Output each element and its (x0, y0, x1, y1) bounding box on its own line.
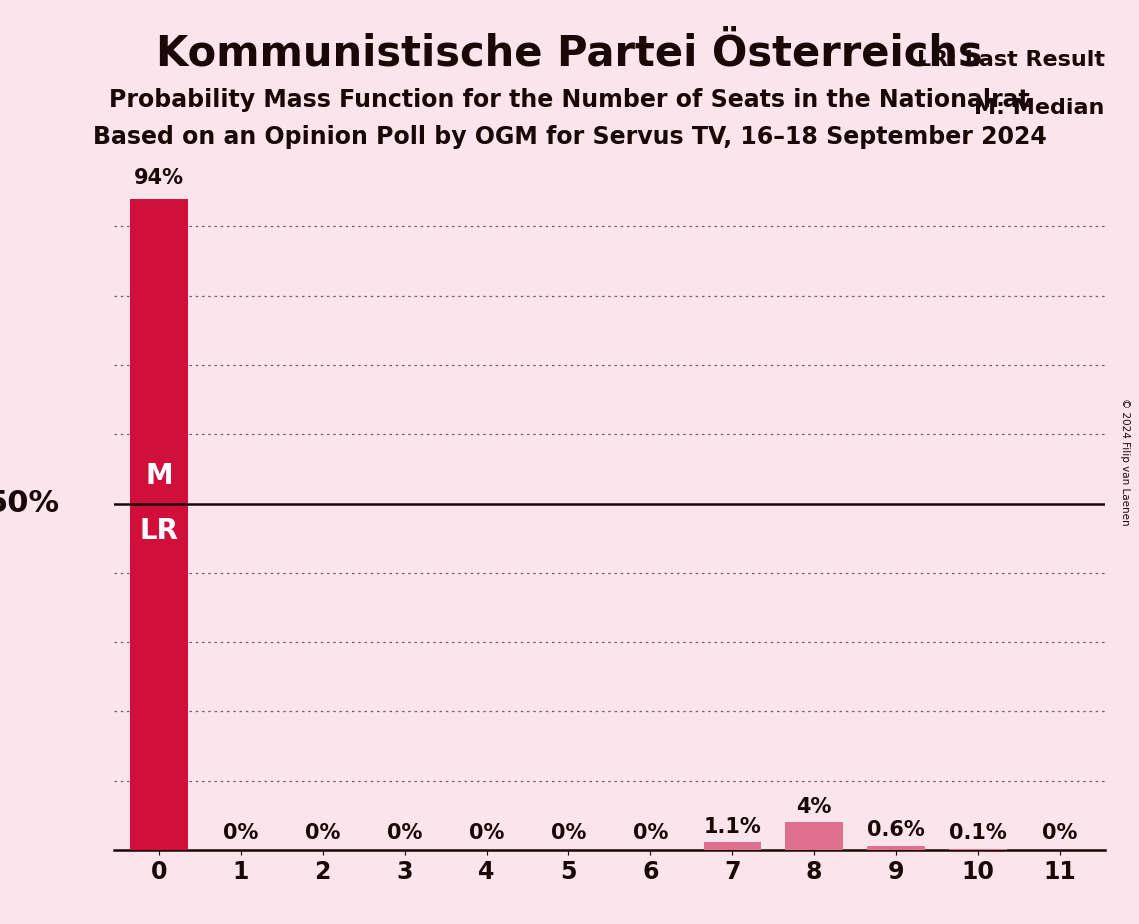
Text: 0%: 0% (387, 823, 423, 844)
Text: 0.6%: 0.6% (867, 821, 925, 841)
Text: 50%: 50% (0, 489, 59, 518)
Text: M: Median: M: Median (975, 98, 1105, 118)
Text: © 2024 Filip van Laenen: © 2024 Filip van Laenen (1121, 398, 1130, 526)
Text: 0%: 0% (551, 823, 587, 844)
Bar (867, 846, 925, 850)
Text: 94%: 94% (134, 168, 183, 188)
Bar (130, 199, 188, 850)
Text: Kommunistische Partei Österreichs: Kommunistische Partei Österreichs (156, 32, 983, 74)
Text: 0%: 0% (305, 823, 341, 844)
Text: 0%: 0% (632, 823, 667, 844)
Text: LR: LR (139, 517, 179, 545)
Text: Probability Mass Function for the Number of Seats in the Nationalrat: Probability Mass Function for the Number… (109, 88, 1030, 112)
Text: 0%: 0% (223, 823, 259, 844)
Text: 0%: 0% (469, 823, 505, 844)
Bar (704, 843, 761, 850)
Text: M: M (145, 462, 173, 490)
Bar (786, 822, 843, 850)
Text: 0%: 0% (1042, 823, 1077, 844)
Text: LR: Last Result: LR: Last Result (917, 50, 1105, 69)
Text: 4%: 4% (796, 796, 831, 817)
Text: 0.1%: 0.1% (949, 823, 1007, 844)
Text: Based on an Opinion Poll by OGM for Servus TV, 16–18 September 2024: Based on an Opinion Poll by OGM for Serv… (92, 125, 1047, 149)
Text: 1.1%: 1.1% (704, 817, 761, 837)
